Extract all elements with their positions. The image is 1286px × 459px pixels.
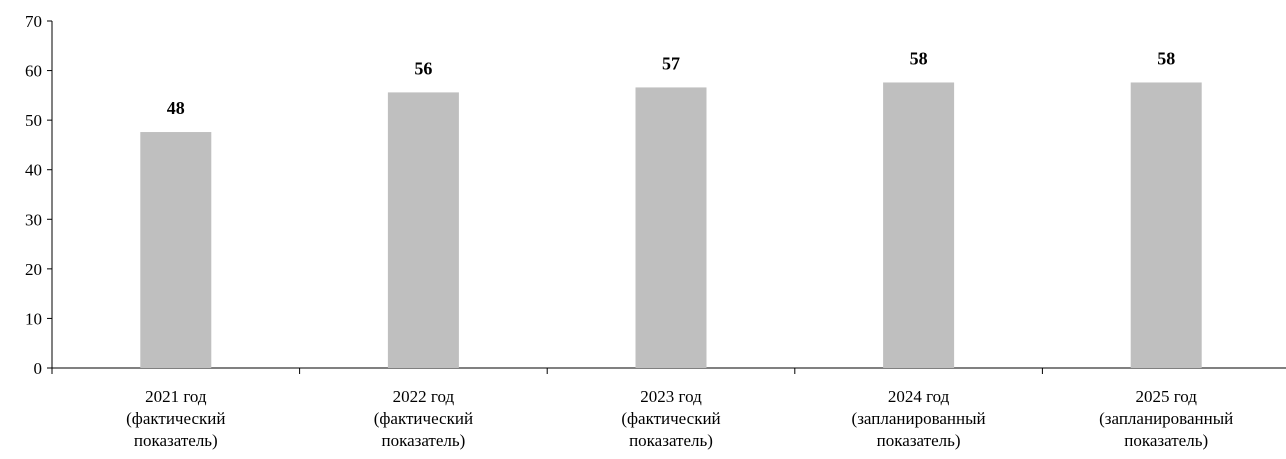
category-label: (запланированный [1099, 409, 1233, 428]
category-labels-group: 2021 год (фактический показатель) 2022 год (… [126, 387, 1233, 450]
y-tick-label: 10 [25, 309, 42, 328]
y-axis: 0 10 20 30 40 50 60 70 [25, 12, 53, 378]
category-label: 2024 год [888, 387, 950, 406]
y-tick-label: 0 [34, 359, 43, 378]
category-label: показатель) [1124, 431, 1208, 450]
bar [883, 82, 955, 369]
data-label: 57 [662, 53, 680, 73]
data-label: 48 [167, 98, 185, 118]
category-label: показатель) [134, 431, 218, 450]
data-label: 58 [910, 48, 928, 68]
category-label: (фактический [126, 409, 225, 428]
y-tick-label: 60 [25, 62, 42, 81]
category-label: показатель) [877, 431, 961, 450]
bars-group [140, 82, 1202, 369]
category-label: показатель) [629, 431, 713, 450]
category-label: (фактический [374, 409, 473, 428]
y-tick-label: 40 [25, 161, 42, 180]
bar [1130, 82, 1202, 369]
data-label: 56 [414, 58, 432, 78]
y-tick-label: 70 [25, 12, 42, 31]
y-tick-label: 50 [25, 111, 42, 130]
data-label: 58 [1157, 48, 1175, 68]
bar [387, 92, 459, 368]
category-label: (запланированный [852, 409, 986, 428]
category-label: 2021 год [145, 387, 207, 406]
category-label: 2022 год [393, 387, 455, 406]
category-label: 2023 год [640, 387, 702, 406]
category-label: показатель) [381, 431, 465, 450]
bar [635, 87, 707, 368]
category-label: (фактический [621, 409, 720, 428]
data-labels-group: 48 56 57 58 58 [167, 48, 1175, 118]
bar [140, 132, 212, 368]
y-tick-label: 20 [25, 260, 42, 279]
category-label: 2025 год [1135, 387, 1197, 406]
y-tick-label: 30 [25, 210, 42, 229]
x-axis [51, 367, 1286, 374]
